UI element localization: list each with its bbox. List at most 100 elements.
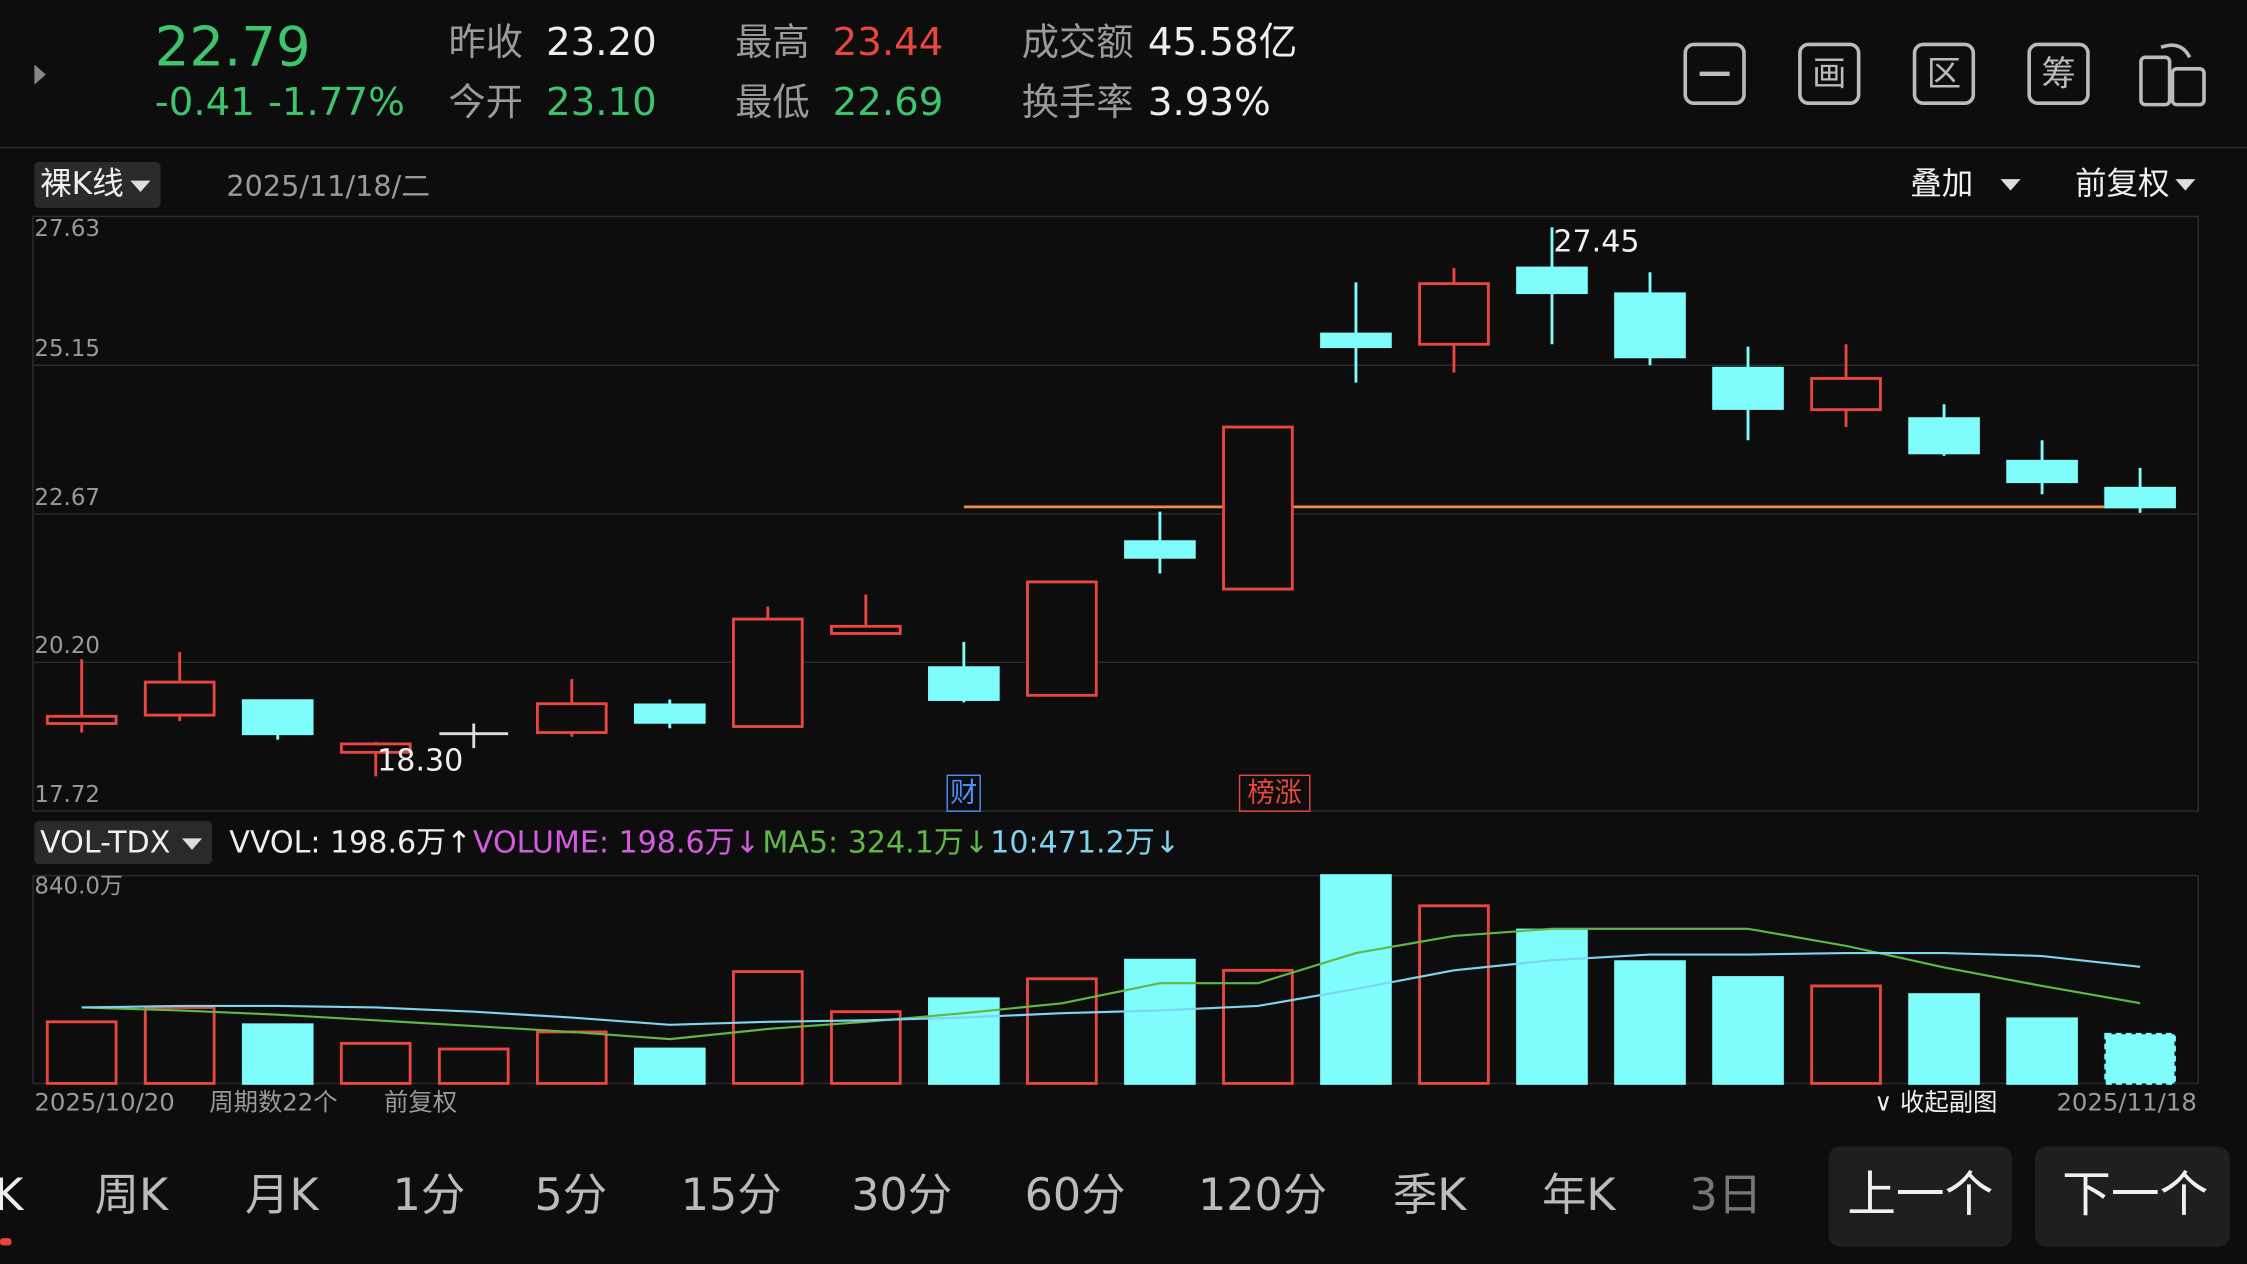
prev-button[interactable]: [1828, 1146, 2012, 1247]
volume-bar: [1026, 977, 1098, 1085]
indicator-select[interactable]: [34, 161, 161, 208]
tab[interactable]: 3日: [1690, 1170, 1763, 1221]
date: 2025/11/18/二: [226, 169, 429, 203]
candle-body: [633, 703, 706, 724]
expand-arrow[interactable]: [34, 64, 46, 85]
footer-start: 2025/10/20: [34, 1087, 174, 1116]
volume-bar: [1124, 958, 1196, 1085]
tab[interactable]: 5分: [535, 1170, 608, 1221]
volume-bar: [535, 1030, 608, 1085]
icon-range[interactable]: [1912, 42, 1976, 106]
icon-minus[interactable]: [1683, 42, 1746, 106]
vol-legend: 10:471.2万↓: [990, 826, 1180, 861]
dropdown-arrow: [181, 838, 203, 850]
dropdown-arrow: [2175, 179, 2196, 191]
volume-bar: [2104, 1032, 2176, 1085]
candle-body: [731, 617, 804, 728]
candle-body: [45, 714, 118, 725]
candle-body: [241, 699, 314, 736]
volume-bar: [339, 1041, 412, 1085]
stat-label: 换手率: [1022, 80, 1134, 124]
change: -0.41: [155, 80, 255, 125]
prev-label: 上一个: [1847, 1167, 1993, 1223]
volume-bar: [1320, 874, 1392, 1085]
candle-body: [1026, 580, 1098, 697]
marker[interactable]: 榜涨: [1247, 777, 1301, 808]
y-tick-label: 27.63: [34, 216, 100, 242]
tab[interactable]: 月K: [245, 1170, 320, 1221]
volume-bar: [437, 1047, 510, 1085]
tab[interactable]: 60分: [1025, 1170, 1126, 1221]
volume-bar: [1516, 928, 1588, 1085]
candle-body: [928, 666, 1000, 701]
volume-bar: [830, 1010, 902, 1085]
volume-bar: [1614, 960, 1686, 1085]
candle-body: [1712, 366, 1784, 410]
low-label: 18.30: [377, 743, 463, 778]
tab[interactable]: 季K: [1393, 1170, 1468, 1221]
vol-select[interactable]: [34, 821, 213, 865]
candle-body: [1222, 425, 1294, 591]
stat-value: 45.58亿: [1148, 20, 1297, 65]
icon-label: 筹: [2041, 54, 2075, 94]
dropdown-arrow: [130, 180, 151, 193]
dropdown-arrow: [2000, 179, 2021, 191]
candle-body: [2104, 486, 2176, 509]
tab-indicator: [0, 1238, 12, 1246]
next-button[interactable]: [2034, 1146, 2230, 1247]
price: 22.79: [155, 14, 311, 78]
overlay[interactable]: 叠加: [1910, 166, 1973, 202]
tab[interactable]: K: [0, 1170, 25, 1221]
marker[interactable]: 财: [950, 777, 977, 808]
high-label: 27.45: [1553, 224, 1639, 259]
footer-end: 2025/11/18: [2056, 1087, 2196, 1116]
stat-label: 昨收: [449, 20, 524, 64]
footer-adjust: 前复权: [384, 1087, 457, 1116]
tab[interactable]: 120分: [1198, 1170, 1327, 1221]
candle-body: [1320, 332, 1392, 349]
vol-legend: VOLUME: 198.6万↓: [473, 826, 760, 861]
tab[interactable]: 年K: [1542, 1170, 1617, 1221]
volume-bar: [241, 1023, 314, 1085]
candle-body: [2006, 459, 2078, 484]
candle-body: [339, 742, 412, 754]
y-tick-label: 20.20: [34, 633, 100, 659]
tab[interactable]: 15分: [681, 1170, 782, 1221]
volume-bar: [45, 1020, 118, 1085]
stat-label: 今开: [449, 80, 524, 124]
y-tick-label: 17.72: [34, 782, 100, 808]
tab[interactable]: 周K: [95, 1170, 170, 1221]
icon-draw[interactable]: [1798, 42, 1861, 106]
y-tick-label: 840.0万: [34, 874, 122, 900]
volume-bar: [1222, 968, 1294, 1085]
tab[interactable]: 1分: [393, 1170, 466, 1221]
y-tick-label: 22.67: [34, 485, 100, 511]
volume-bar: [1418, 904, 1490, 1085]
next-label: 下一个: [2062, 1167, 2208, 1223]
candle-body: [1908, 417, 1980, 455]
footer-count: 周期数22个: [209, 1087, 337, 1116]
ma-line: [81, 927, 2141, 1041]
candle-body: [1124, 540, 1196, 559]
adjust[interactable]: 前复权: [2075, 166, 2170, 202]
candle-body: [1516, 266, 1588, 295]
vol-legend: MA5: 324.1万↓: [762, 826, 989, 861]
ma-line: [81, 951, 2141, 1026]
volume-bar: [1810, 984, 1882, 1085]
icon-chips[interactable]: [2027, 42, 2090, 106]
icon-label: 区: [1927, 54, 1961, 94]
collapse[interactable]: ∨ 收起副图: [1874, 1087, 1997, 1116]
stat-label: 成交额: [1022, 20, 1134, 64]
change-pct: -1.77%: [268, 80, 405, 125]
stat-value: 22.69: [833, 80, 944, 125]
vol-frame: [32, 874, 2199, 1085]
volume-bar: [1908, 993, 1980, 1085]
tab[interactable]: 30分: [851, 1170, 952, 1221]
stat-value: 23.44: [833, 20, 944, 65]
volume-bar: [2006, 1017, 2078, 1085]
icon-rotate[interactable]: [2139, 43, 2206, 107]
y-tick-label: 25.15: [34, 336, 100, 362]
stat-value: 3.93%: [1148, 80, 1271, 125]
